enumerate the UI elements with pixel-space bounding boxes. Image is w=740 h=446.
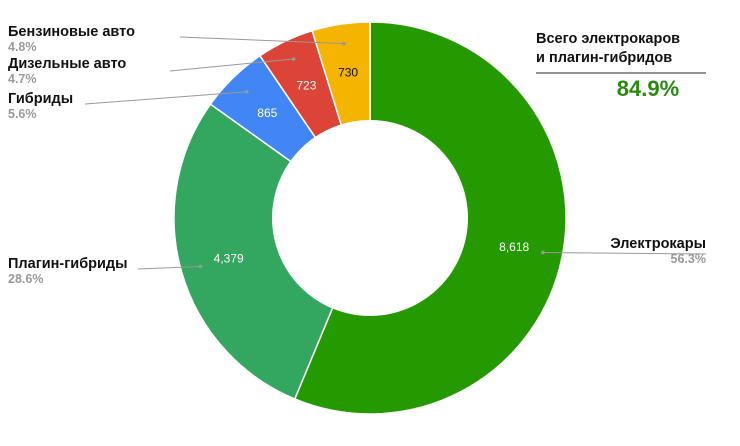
value-label-плагин-гибриды: 4,379 <box>214 251 244 265</box>
leader-гибриды <box>84 91 247 105</box>
value-labels: 8,618 4,379 865 723 730 <box>214 66 530 266</box>
percent-label-бензиновые-авто: 4.8% <box>8 40 37 54</box>
leader-бензиновые-авто <box>179 36 344 45</box>
slice-плагин-гибриды <box>173 103 371 400</box>
leader-электрокары <box>542 252 707 255</box>
category-label-плагин-гибриды: Плагин-гибриды <box>8 256 128 272</box>
summary-line-1: Всего электрокаров <box>536 31 680 47</box>
leader-dot-дизельные-авто <box>291 57 296 61</box>
summary-line-2: и плагин-гибридов <box>536 50 672 66</box>
category-label-дизельные-авто: Дизельные авто <box>8 56 126 72</box>
leader-dot-бензиновые-авто <box>341 41 346 46</box>
percent-label-плагин-гибриды: 28.6% <box>8 272 43 286</box>
value-label-бензиновые-авто: 730 <box>338 66 358 80</box>
percent-label-электрокары: 56.3% <box>671 252 706 266</box>
category-label-электрокары: Электрокары <box>610 236 706 252</box>
percent-label-гибриды: 5.6% <box>8 107 37 121</box>
leader-плагин-гибриды <box>137 266 201 270</box>
leader-dot-гибриды <box>245 90 249 94</box>
leader-дизельные-авто <box>169 58 294 72</box>
leader-dot-плагин-гибриды <box>198 264 203 269</box>
value-label-гибриды: 865 <box>257 106 277 120</box>
summary-panel: Всего электрокаров и плагин-гибридов 84.… <box>536 31 706 101</box>
summary-value: 84.9% <box>617 76 679 101</box>
category-label-бензиновые-авто: Бензиновые авто <box>8 24 135 40</box>
leader-dot-электрокары <box>541 250 545 255</box>
category-label-гибриды: Гибриды <box>8 91 73 107</box>
value-label-электрокары: 8,618 <box>499 240 529 254</box>
percent-label-дизельные-авто: 4.7% <box>8 72 37 86</box>
donut-hole <box>272 120 468 316</box>
value-label-дизельные-авто: 723 <box>296 79 316 93</box>
leader-lines <box>84 36 707 270</box>
